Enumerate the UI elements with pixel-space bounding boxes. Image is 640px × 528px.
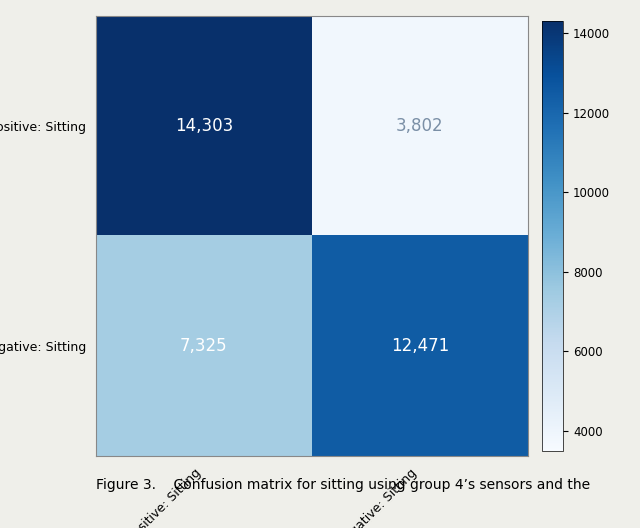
Text: 14,303: 14,303 — [175, 117, 233, 135]
Text: 12,471: 12,471 — [390, 337, 449, 355]
Text: 7,325: 7,325 — [180, 337, 228, 355]
Text: Figure 3.    Confusion matrix for sitting using group 4’s sensors and the: Figure 3. Confusion matrix for sitting u… — [96, 478, 590, 492]
Text: 3,802: 3,802 — [396, 117, 444, 135]
